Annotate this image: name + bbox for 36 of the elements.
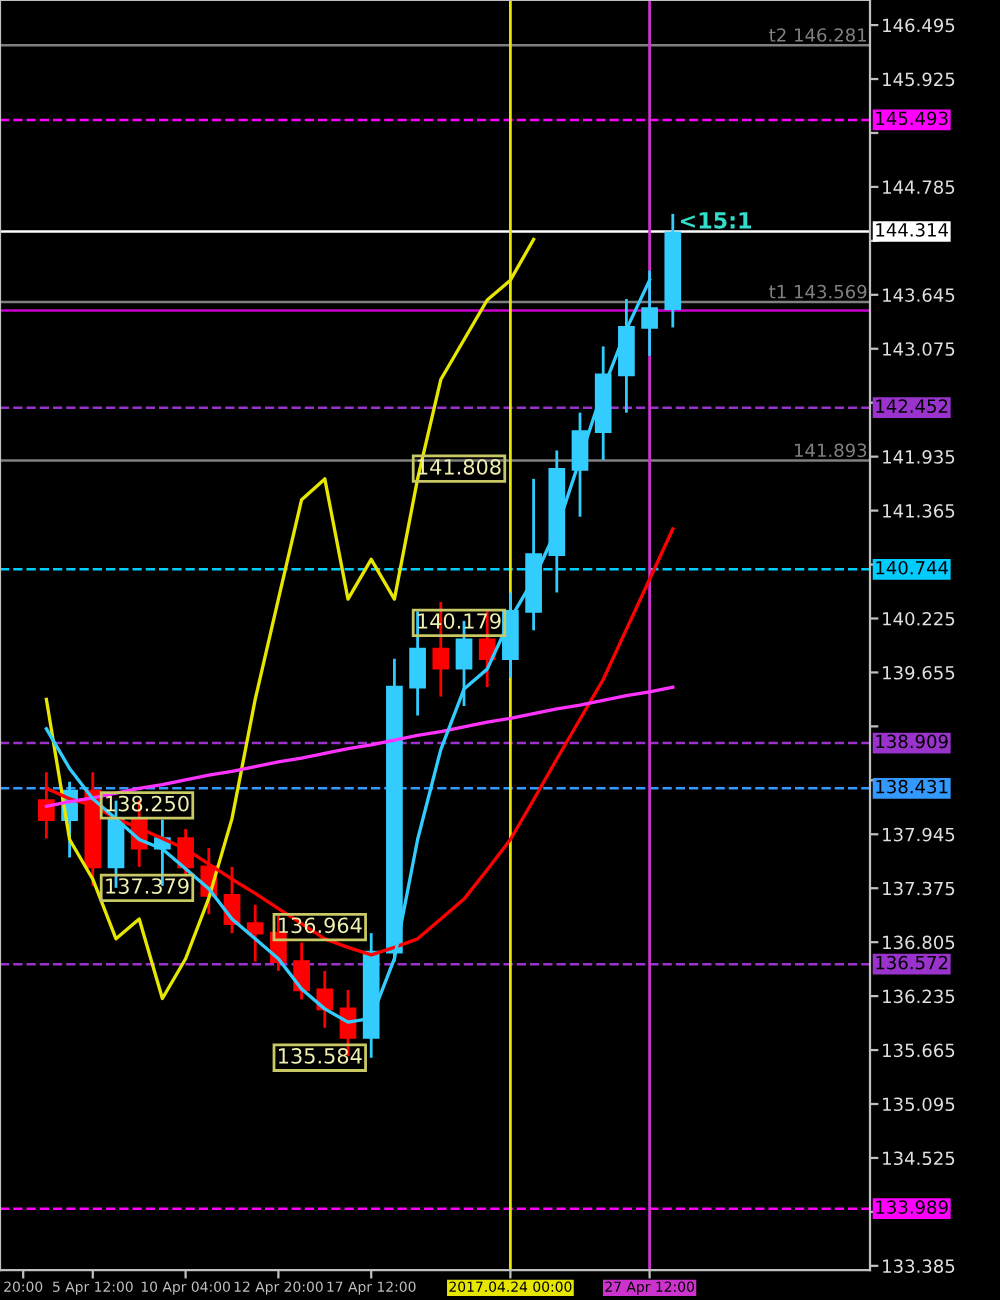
- ref-line-label: 144.314: [876, 223, 948, 237]
- y-tick-label: 136.805: [883, 935, 955, 950]
- y-tick-label: 136.235: [883, 989, 955, 1004]
- y-tick-label: 133.385: [883, 1259, 955, 1273]
- y-tick-label: 141.935: [883, 450, 955, 464]
- y-tick-label: 137.945: [883, 827, 955, 842]
- line-series: [44, 527, 675, 957]
- y-tick-label: 135.095: [883, 1097, 955, 1112]
- ref-line-label: 142.452: [876, 399, 948, 413]
- y-tick-label: 139.655: [883, 665, 955, 680]
- y-tick-label: 144.785: [883, 180, 955, 195]
- ref-line-label: 136.572: [876, 955, 948, 970]
- candlestick: [246, 903, 264, 963]
- ref-line-label: 138.431: [876, 779, 948, 794]
- y-tick-label: 134.525: [883, 1151, 955, 1166]
- ref-line-label: 133.989: [876, 1200, 948, 1214]
- y-tick-label: 145.925: [883, 72, 955, 87]
- y-tick-label: 141.365: [883, 504, 955, 518]
- y-tick-label: 137.375: [883, 881, 955, 896]
- y-tick-label: 135.665: [883, 1043, 955, 1058]
- y-tick-label: 143.645: [883, 288, 955, 302]
- ref-line-label: t2 146.281: [769, 28, 867, 42]
- ref-line-label: 145.493: [876, 111, 948, 126]
- candlestick: [618, 297, 635, 415]
- ref-line-label: 140.744: [876, 560, 948, 575]
- annotation: 135.584: [279, 1048, 362, 1064]
- ref-line-label: t1 143.569: [769, 284, 867, 299]
- y-tick-label: 146.495: [883, 18, 955, 33]
- annotation: <15:1: [680, 212, 751, 229]
- ref-line-label: 138.909: [876, 734, 948, 749]
- annotation: 138.250: [106, 795, 189, 812]
- annotation: 137.379: [106, 878, 189, 894]
- y-tick-label: 140.225: [883, 611, 955, 626]
- ref-line-label: 141.893: [795, 443, 867, 458]
- y-tick-label: 143.075: [883, 342, 955, 356]
- candlestick: [293, 941, 310, 1001]
